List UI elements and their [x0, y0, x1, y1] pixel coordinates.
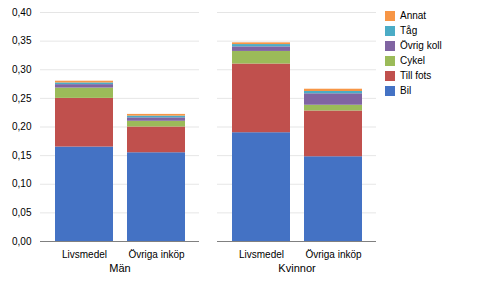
svg-text:0,35: 0,35 [12, 35, 32, 46]
html-text:Bil: Bil [400, 85, 412, 96]
html-text:Cykel: Cykel [400, 55, 425, 66]
svg-text:0,40: 0,40 [12, 7, 32, 18]
html-text:Tåg: Tåg [400, 25, 418, 36]
html-text:Annat: Annat [400, 10, 427, 21]
html-text:Övrig koll: Övrig koll [400, 40, 442, 51]
html-text:Till fots: Till fots [400, 70, 432, 81]
svg-text:Kvinnor: Kvinnor [278, 262, 316, 274]
svg-text:Övriga inköp: Övriga inköp [305, 249, 362, 260]
svg-text:Livsmedel: Livsmedel [239, 249, 284, 260]
svg-text:0,10: 0,10 [12, 178, 32, 189]
svg-text:0,20: 0,20 [12, 121, 32, 132]
svg-text:Män: Män [109, 262, 130, 274]
svg-text:Övriga inköp: Övriga inköp [128, 249, 185, 260]
svg-text:Livsmedel: Livsmedel [62, 249, 107, 260]
svg-text:0,30: 0,30 [12, 64, 32, 75]
svg-text:0,05: 0,05 [12, 207, 32, 218]
svg-text:0,15: 0,15 [12, 150, 32, 161]
svg-text:0,00: 0,00 [12, 236, 32, 247]
svg-text:0,25: 0,25 [12, 93, 32, 104]
